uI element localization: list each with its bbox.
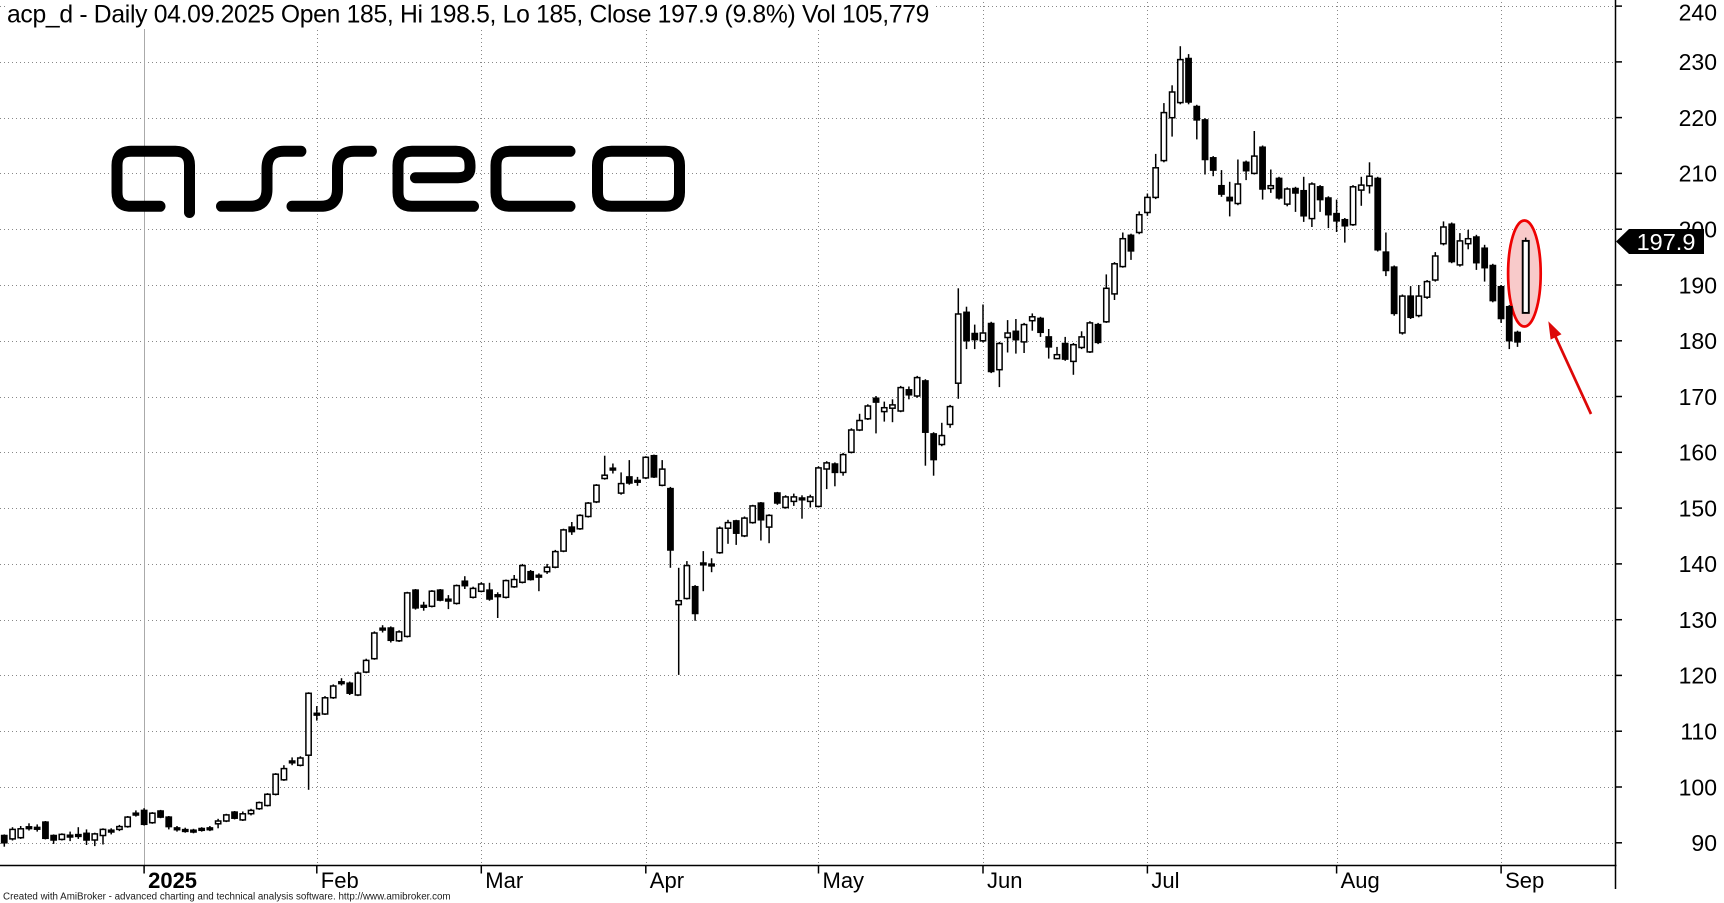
svg-text:197.9: 197.9 xyxy=(1637,229,1696,255)
svg-text:160: 160 xyxy=(1679,440,1717,466)
svg-text:Jun: Jun xyxy=(987,868,1022,893)
svg-text:2025: 2025 xyxy=(148,868,197,893)
svg-text:120: 120 xyxy=(1679,663,1717,689)
svg-text:100: 100 xyxy=(1679,774,1717,800)
svg-text:May: May xyxy=(823,868,865,893)
svg-text:Apr: Apr xyxy=(650,868,684,893)
svg-text:Sep: Sep xyxy=(1505,868,1544,893)
svg-text:170: 170 xyxy=(1679,384,1717,410)
svg-text:acp_d - Daily 04.09.2025 Open: acp_d - Daily 04.09.2025 Open 185, Hi 19… xyxy=(7,1,929,28)
svg-text:90: 90 xyxy=(1691,830,1717,856)
svg-text:140: 140 xyxy=(1679,551,1717,577)
svg-text:Mar: Mar xyxy=(485,868,523,893)
svg-text:Created with AmiBroker - advan: Created with AmiBroker - advanced charti… xyxy=(3,892,451,903)
svg-text:Aug: Aug xyxy=(1341,868,1380,893)
svg-text:110: 110 xyxy=(1680,719,1717,745)
svg-text:230: 230 xyxy=(1679,49,1717,75)
svg-text:150: 150 xyxy=(1679,495,1717,521)
svg-text:220: 220 xyxy=(1679,105,1717,131)
svg-text:180: 180 xyxy=(1679,328,1717,354)
svg-text:Jul: Jul xyxy=(1151,868,1179,893)
svg-text:240: 240 xyxy=(1679,0,1717,25)
svg-text:190: 190 xyxy=(1679,272,1717,298)
svg-text:130: 130 xyxy=(1679,607,1717,633)
svg-text:Feb: Feb xyxy=(321,868,359,893)
svg-text:210: 210 xyxy=(1679,161,1717,187)
